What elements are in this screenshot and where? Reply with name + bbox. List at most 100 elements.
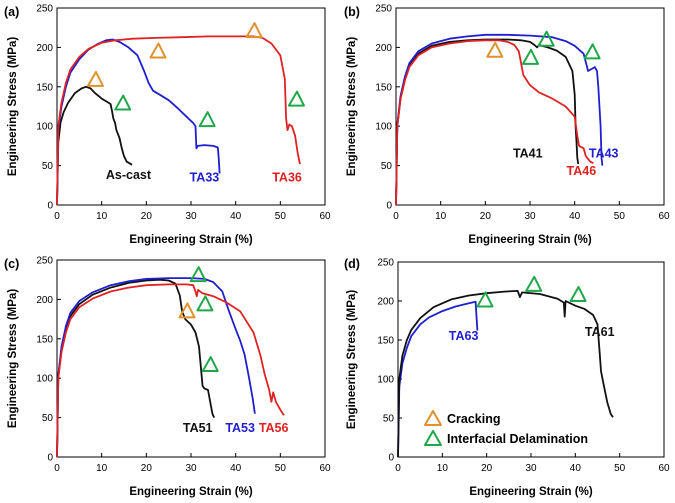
panel-a-xtick-label-2: 20 xyxy=(141,211,153,222)
panel-d-delamination-marker-2 xyxy=(569,285,587,302)
panel-d-xtick-label-0: 0 xyxy=(395,463,401,474)
panel-a-delamination-marker-5 xyxy=(287,90,305,107)
panel-c-ytick-label-2: 100 xyxy=(36,374,53,385)
panel-c-ytick-label-1: 50 xyxy=(42,413,54,424)
panel-a-ytick-label-4: 200 xyxy=(36,43,53,54)
panel-b-markers xyxy=(486,30,601,65)
panel-b-xtick-label-2: 20 xyxy=(480,211,492,222)
panel-d-ytick-label-3: 150 xyxy=(377,336,394,347)
panel-d-ytick-label-0: 0 xyxy=(388,453,394,464)
panel-c-xtick-label-3: 30 xyxy=(185,463,197,474)
panel-d-xtick-label-2: 20 xyxy=(481,463,493,474)
panel-c-xtick-label-5: 50 xyxy=(275,463,287,474)
panel-a-series-ta33 xyxy=(56,38,221,206)
panel-d-series-labels: TA63 TA61 xyxy=(449,325,615,343)
delamination-legend-icon xyxy=(424,430,442,446)
panel-d-label-ta63: TA63 xyxy=(449,329,479,343)
panel-b-ylabel: Engineering Stress (MPa) xyxy=(346,37,358,176)
panel-c-series-ta56 xyxy=(56,283,285,458)
panel-d-ytick-label-5: 250 xyxy=(377,258,394,269)
panel-c-series xyxy=(56,277,285,458)
panel-a-label-ta33: TA33 xyxy=(190,170,220,184)
panel-d-delamination-marker-0 xyxy=(476,291,494,308)
panel-a-cracking-marker-2 xyxy=(149,42,167,59)
panel-d-series xyxy=(397,290,614,458)
panel-c-xtick-label-2: 20 xyxy=(141,463,153,474)
panel-a-markers xyxy=(86,22,305,128)
panel-d-ytick-label-2: 100 xyxy=(377,375,394,386)
panel-a-ytick-label-5: 250 xyxy=(36,4,53,15)
panel-a-xtick-label-5: 50 xyxy=(275,211,287,222)
panel-d-label-ta61: TA61 xyxy=(585,325,615,339)
panel-a-ytick-label-1: 50 xyxy=(42,161,54,172)
panel-c-xtick-label-6: 60 xyxy=(319,463,331,474)
cracking-legend-icon xyxy=(424,410,442,426)
panel-c-ytick-label-5: 250 xyxy=(36,256,53,267)
panel-d-xtick-label-1: 10 xyxy=(437,463,449,474)
panel-b-frame xyxy=(395,7,665,206)
panel-b-xtick-label-6: 60 xyxy=(658,211,670,222)
panel-b-ytick-label-3: 150 xyxy=(375,82,392,93)
panel-d-ylabel: Engineering Stress (MPa) xyxy=(346,290,358,429)
panel-a-label: (a) xyxy=(4,5,19,19)
panel-d-ytick-label-4: 200 xyxy=(377,297,394,308)
panel-c-series-labels: TA51 TA53 TA56 xyxy=(183,421,289,435)
panel-d-frame xyxy=(397,261,665,458)
panel-d-xlabel: Engineering Strain (%) xyxy=(469,486,592,498)
panel-b-axes: 0 10 20 30 40 50 60 0 50 100 150 200 250 xyxy=(375,4,670,223)
panel-a-series xyxy=(56,35,301,206)
panel-a-delamination-marker-1 xyxy=(114,94,132,111)
panel-c-frame xyxy=(56,259,326,458)
panel-b-ytick-label-4: 200 xyxy=(375,43,392,54)
panel-c-markers xyxy=(178,266,219,373)
panel-b-label-ta41: TA41 xyxy=(513,147,543,161)
panel-b-delamination-marker-1 xyxy=(522,48,539,65)
panel-c-ytick-label-4: 200 xyxy=(36,295,53,306)
panel-b-xlabel: Engineering Strain (%) xyxy=(468,234,591,246)
panel-a-xlabel: Engineering Strain (%) xyxy=(129,234,252,246)
panel-b-xtick-label-3: 30 xyxy=(524,211,536,222)
panel-a-ytick-label-3: 150 xyxy=(36,82,53,93)
panel-d-markers xyxy=(476,275,587,308)
panel-b-cracking-marker-0 xyxy=(486,41,504,58)
panel-d-series-ta61 xyxy=(397,290,614,458)
panel-b-series-ta43 xyxy=(395,33,604,206)
panel-c-ytick-label-3: 150 xyxy=(36,334,53,345)
panel-d-delamination-marker-1 xyxy=(525,275,543,292)
panel-d-series-ta63 xyxy=(397,300,479,458)
panel-b-series xyxy=(395,33,604,206)
panel-b-xtick-label-1: 10 xyxy=(435,211,447,222)
panel-c-series-ta53 xyxy=(56,277,256,458)
panel-d-label: (d) xyxy=(344,257,360,271)
panel-a-frame xyxy=(56,7,326,206)
legend: Cracking Interfacial Delamination xyxy=(424,410,588,446)
panel-a-cracking-marker-4 xyxy=(245,22,263,39)
panel-c-label-ta51: TA51 xyxy=(183,421,213,435)
panel-c-axes: 0 10 20 30 40 50 60 0 50 100 150 200 250 xyxy=(36,256,331,475)
panel-a-ytick-label-2: 100 xyxy=(36,122,53,133)
panel-b-xtick-label-0: 0 xyxy=(393,211,399,222)
panel-a-series-as-cast xyxy=(56,85,133,206)
panel-d-xtick-label-5: 50 xyxy=(614,463,626,474)
panel-a-delamination-marker-3 xyxy=(198,111,216,128)
panel-a-label-as-cast: As-cast xyxy=(106,168,152,182)
panel-b-xtick-label-4: 40 xyxy=(569,211,581,222)
panel-c-xtick-label-4: 40 xyxy=(230,463,242,474)
panel-a-series-ta36 xyxy=(56,35,301,206)
panel-d-ytick-label-1: 50 xyxy=(383,414,395,425)
panel-c-ylabel: Engineering Stress (MPa) xyxy=(7,289,19,428)
panel-c-label: (c) xyxy=(4,257,19,271)
panel-b-xtick-label-5: 50 xyxy=(614,211,626,222)
panel-c-label-ta56: TA56 xyxy=(259,421,289,435)
panel-a-series-labels: As-cast TA33 TA36 xyxy=(106,168,302,184)
panel-a-axes: 0 10 20 30 40 50 60 0 50 100 150 200 250 xyxy=(36,4,331,223)
panel-d-axes: 0 10 20 30 40 50 60 0 50 100 150 200 250 xyxy=(377,258,670,475)
panel-c-ytick-label-0: 0 xyxy=(47,453,53,464)
panel-a-label-ta36: TA36 xyxy=(272,170,302,184)
panel-a: (a) 0 10 20 30 40 50 60 0 50 100 150 200 250 As-cast… xyxy=(4,4,331,247)
panel-b-series-labels: TA41 TA43 TA46 xyxy=(513,147,619,178)
panel-a-xtick-label-4: 40 xyxy=(230,211,242,222)
panel-a-xtick-label-6: 60 xyxy=(319,211,331,222)
